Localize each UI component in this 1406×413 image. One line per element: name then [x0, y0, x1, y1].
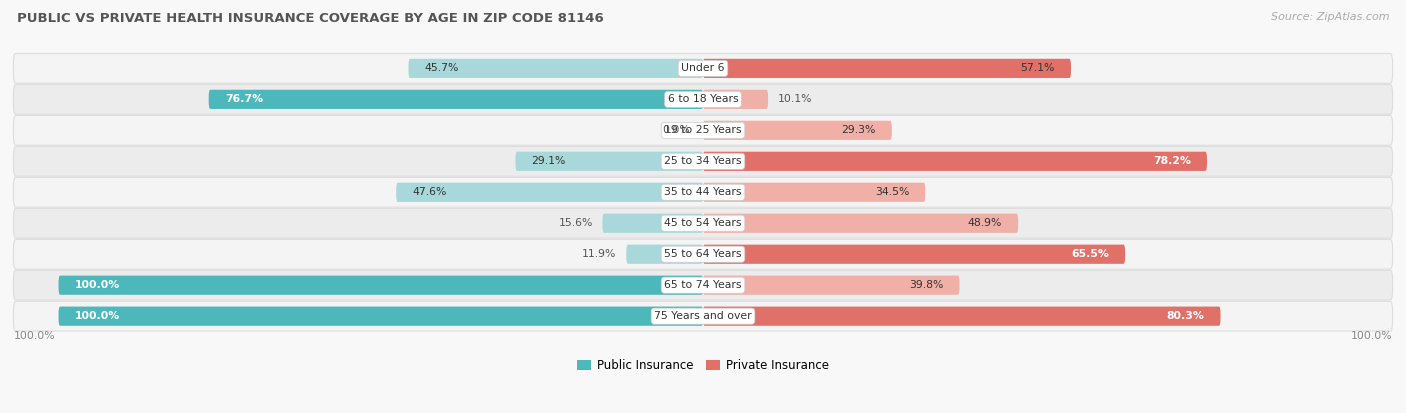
FancyBboxPatch shape	[703, 121, 891, 140]
FancyBboxPatch shape	[14, 209, 1392, 238]
Legend: Public Insurance, Private Insurance: Public Insurance, Private Insurance	[572, 354, 834, 377]
FancyBboxPatch shape	[14, 85, 1392, 114]
FancyBboxPatch shape	[14, 147, 1392, 176]
Text: 0.0%: 0.0%	[662, 125, 690, 135]
FancyBboxPatch shape	[14, 54, 1392, 83]
FancyBboxPatch shape	[14, 240, 1392, 269]
Text: 11.9%: 11.9%	[582, 249, 617, 259]
FancyBboxPatch shape	[516, 152, 703, 171]
Text: 19 to 25 Years: 19 to 25 Years	[664, 125, 742, 135]
Text: 80.3%: 80.3%	[1167, 311, 1205, 321]
FancyBboxPatch shape	[703, 152, 1206, 171]
FancyBboxPatch shape	[14, 116, 1392, 145]
Text: 100.0%: 100.0%	[14, 331, 55, 341]
FancyBboxPatch shape	[703, 214, 1018, 233]
Text: 100.0%: 100.0%	[75, 280, 120, 290]
FancyBboxPatch shape	[396, 183, 703, 202]
Text: 78.2%: 78.2%	[1153, 156, 1191, 166]
Text: 45 to 54 Years: 45 to 54 Years	[664, 218, 742, 228]
FancyBboxPatch shape	[703, 59, 1071, 78]
Text: 39.8%: 39.8%	[910, 280, 943, 290]
Text: 35 to 44 Years: 35 to 44 Years	[664, 187, 742, 197]
FancyBboxPatch shape	[626, 244, 703, 264]
FancyBboxPatch shape	[602, 214, 703, 233]
FancyBboxPatch shape	[703, 275, 959, 295]
Text: 45.7%: 45.7%	[425, 63, 458, 74]
Text: 65.5%: 65.5%	[1071, 249, 1109, 259]
FancyBboxPatch shape	[703, 244, 1125, 264]
FancyBboxPatch shape	[703, 183, 925, 202]
FancyBboxPatch shape	[14, 271, 1392, 300]
Text: 100.0%: 100.0%	[1351, 331, 1392, 341]
Text: 76.7%: 76.7%	[225, 94, 263, 104]
FancyBboxPatch shape	[409, 59, 703, 78]
Text: 75 Years and over: 75 Years and over	[654, 311, 752, 321]
Text: 65 to 74 Years: 65 to 74 Years	[664, 280, 742, 290]
FancyBboxPatch shape	[59, 306, 703, 326]
Text: PUBLIC VS PRIVATE HEALTH INSURANCE COVERAGE BY AGE IN ZIP CODE 81146: PUBLIC VS PRIVATE HEALTH INSURANCE COVER…	[17, 12, 603, 25]
FancyBboxPatch shape	[703, 90, 768, 109]
FancyBboxPatch shape	[14, 178, 1392, 207]
Text: 34.5%: 34.5%	[875, 187, 910, 197]
Text: 25 to 34 Years: 25 to 34 Years	[664, 156, 742, 166]
Text: 15.6%: 15.6%	[558, 218, 593, 228]
FancyBboxPatch shape	[59, 275, 703, 295]
Text: 29.1%: 29.1%	[531, 156, 567, 166]
FancyBboxPatch shape	[14, 301, 1392, 331]
Text: 29.3%: 29.3%	[841, 125, 876, 135]
FancyBboxPatch shape	[703, 306, 1220, 326]
Text: 55 to 64 Years: 55 to 64 Years	[664, 249, 742, 259]
Text: 100.0%: 100.0%	[75, 311, 120, 321]
Text: Under 6: Under 6	[682, 63, 724, 74]
Text: 10.1%: 10.1%	[778, 94, 813, 104]
Text: 47.6%: 47.6%	[412, 187, 447, 197]
Text: 57.1%: 57.1%	[1021, 63, 1054, 74]
Text: 48.9%: 48.9%	[967, 218, 1002, 228]
FancyBboxPatch shape	[208, 90, 703, 109]
Text: Source: ZipAtlas.com: Source: ZipAtlas.com	[1271, 12, 1389, 22]
Text: 6 to 18 Years: 6 to 18 Years	[668, 94, 738, 104]
